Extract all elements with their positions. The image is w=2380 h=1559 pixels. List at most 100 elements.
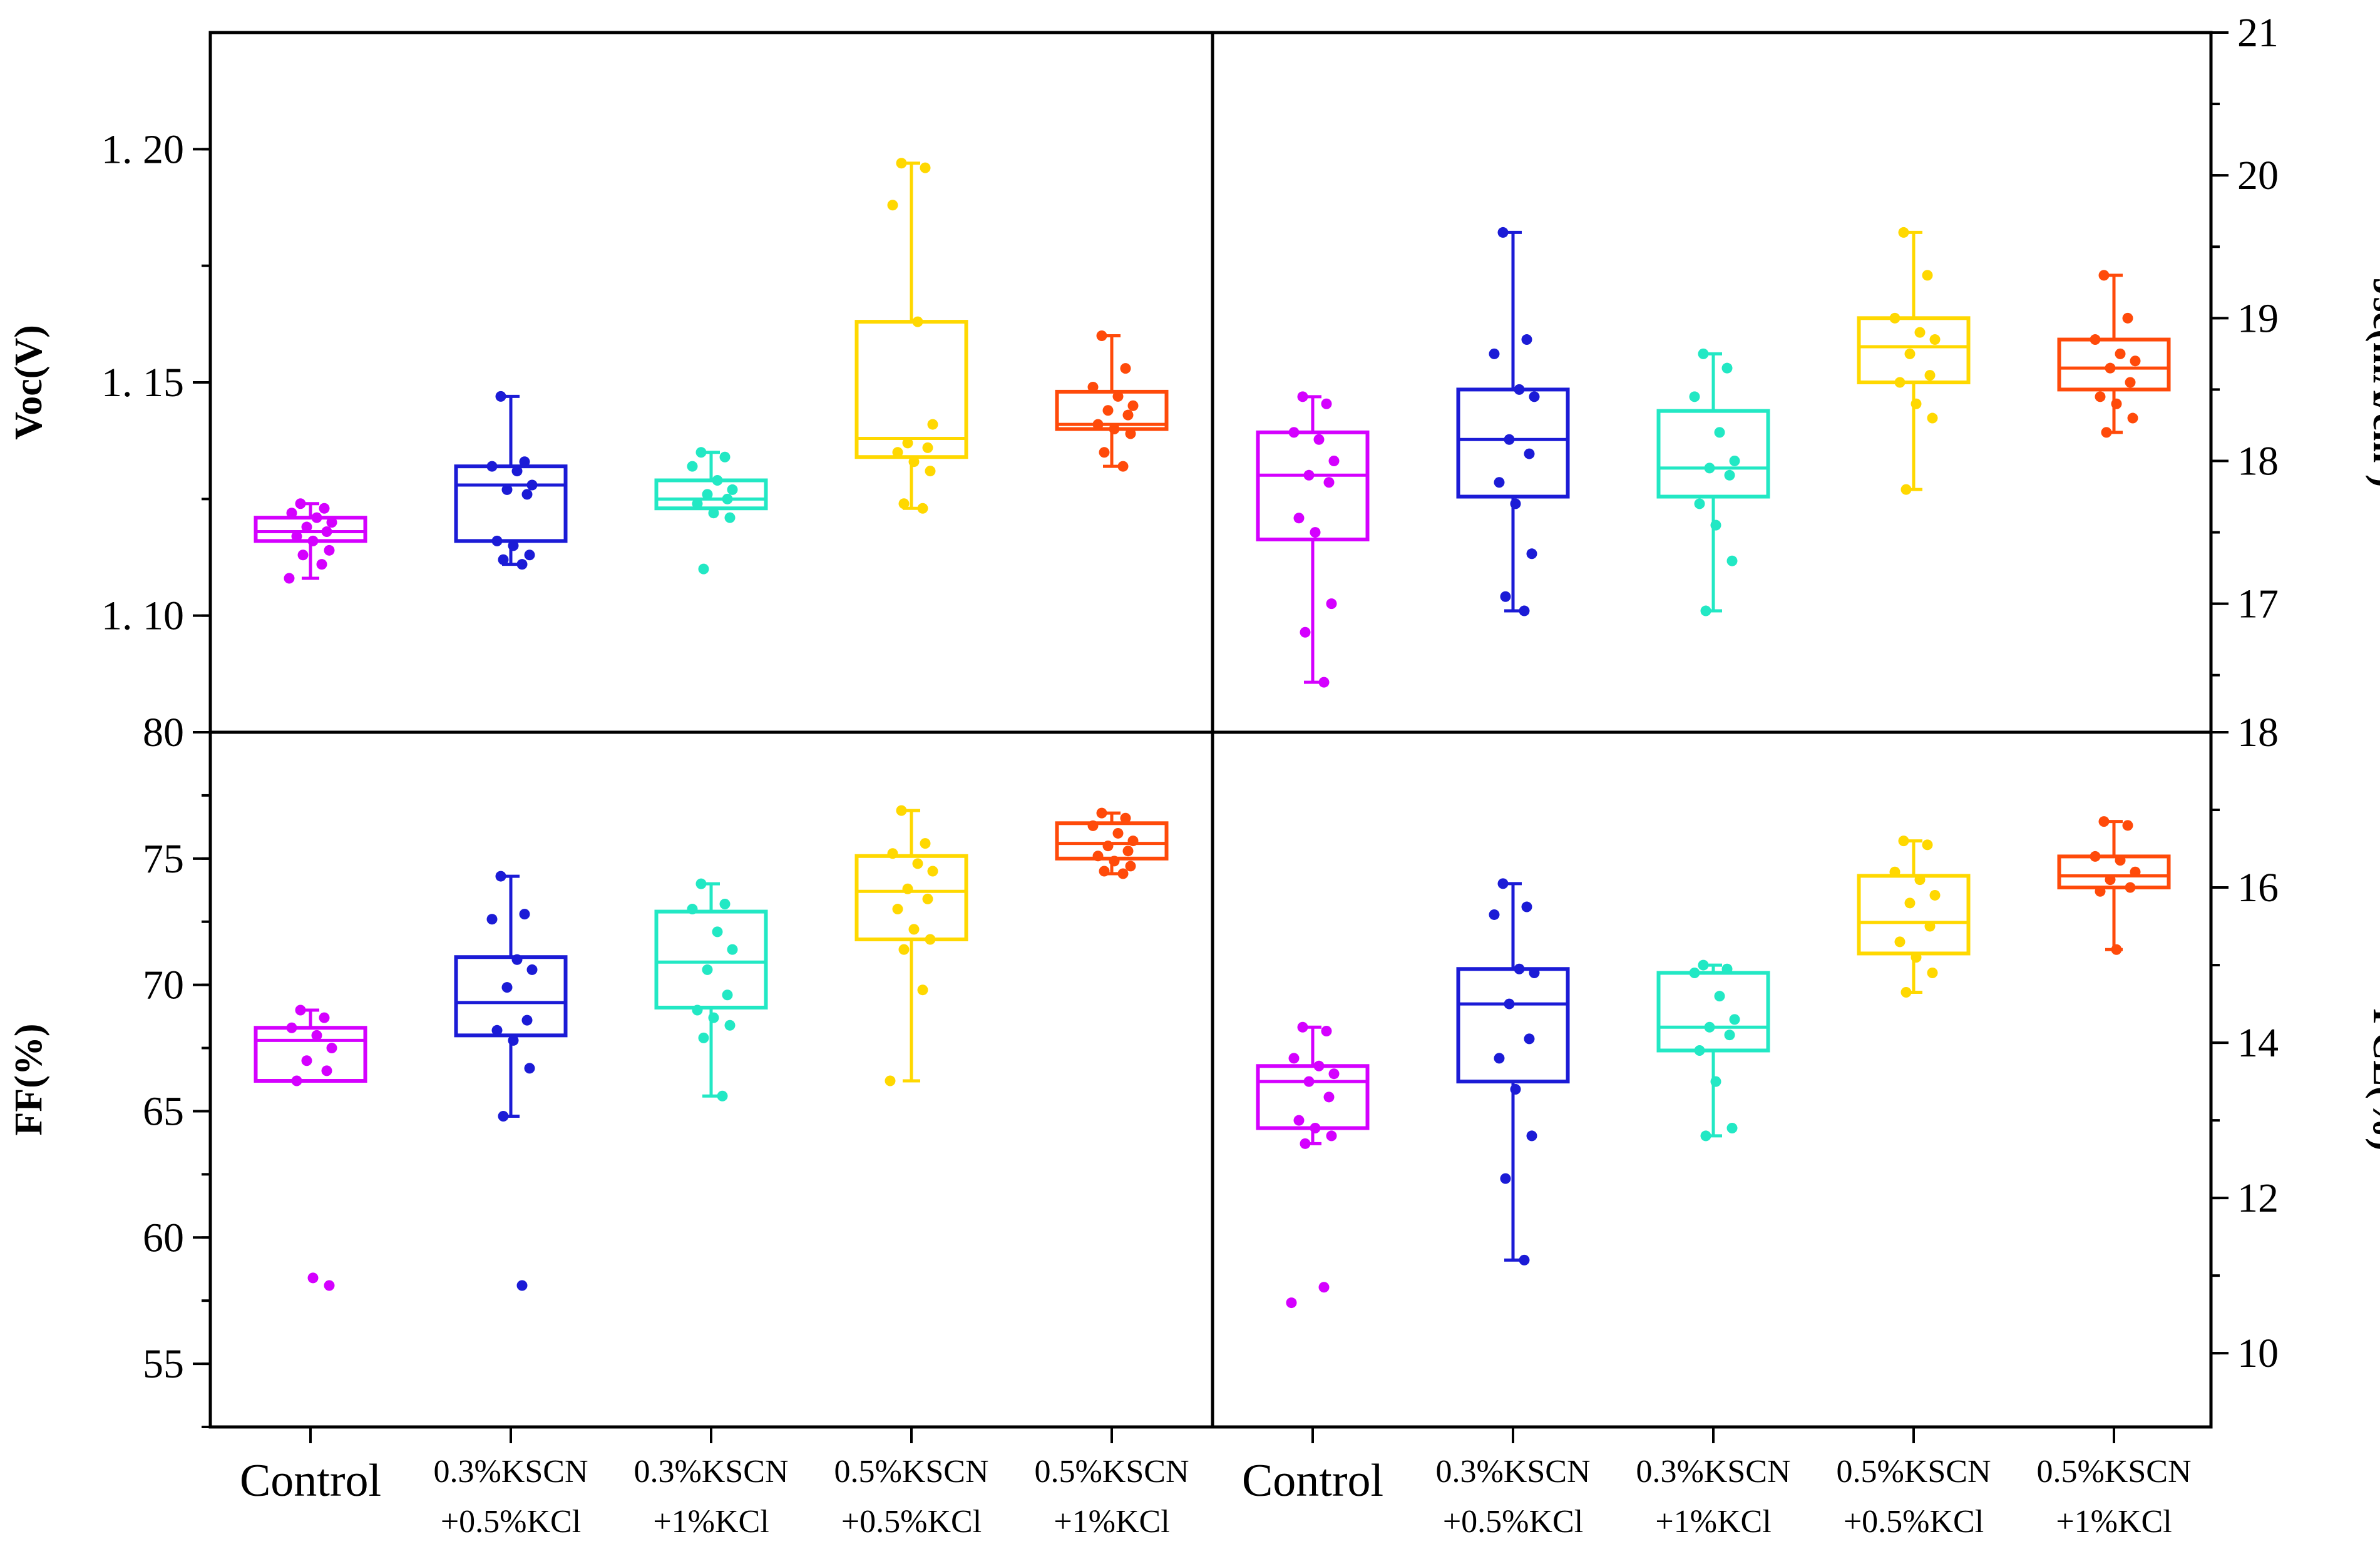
data-point xyxy=(1127,836,1139,847)
data-point xyxy=(727,944,738,955)
data-point xyxy=(1497,878,1509,889)
data-point xyxy=(524,1063,535,1074)
data-point xyxy=(286,508,297,519)
data-point xyxy=(326,517,337,528)
data-point xyxy=(319,1012,330,1023)
data-point xyxy=(491,535,503,546)
data-point xyxy=(1328,455,1340,466)
data-point xyxy=(1729,1014,1740,1025)
data-point xyxy=(695,878,707,889)
data-point xyxy=(1303,469,1315,481)
data-point xyxy=(1293,513,1305,524)
data-point xyxy=(719,898,731,909)
data-point xyxy=(1710,519,1721,531)
data-point xyxy=(291,1075,302,1086)
box-3 xyxy=(854,158,968,514)
data-point xyxy=(311,512,322,523)
data-point xyxy=(1092,419,1104,430)
data-point xyxy=(1924,370,1936,381)
data-point xyxy=(692,1004,703,1016)
data-point xyxy=(917,503,928,514)
data-point xyxy=(2115,855,2126,866)
data-point xyxy=(1700,1130,1711,1142)
x-tick-label-line: +1%KCl xyxy=(1655,1504,1771,1540)
data-point xyxy=(1096,330,1107,341)
x-tick-label-line: +1%KCl xyxy=(1054,1504,1169,1540)
y-tick-label: 21 xyxy=(2237,10,2279,56)
x-tick-label-2: 0.3%KSCN +1%KCl xyxy=(633,1454,788,1540)
data-point xyxy=(1500,591,1511,602)
panel-bottom-right: 10 12 14 16 18 PCE(%) xyxy=(1256,710,2380,1376)
data-point xyxy=(920,838,931,849)
data-point xyxy=(922,442,933,453)
data-point xyxy=(2130,355,2141,367)
data-point xyxy=(687,461,698,472)
data-point xyxy=(284,573,295,584)
data-point xyxy=(892,904,903,915)
data-point xyxy=(508,1035,519,1046)
data-point xyxy=(1293,1115,1305,1126)
data-point xyxy=(2105,362,2116,374)
data-point xyxy=(2122,820,2133,831)
data-point xyxy=(2130,866,2141,877)
data-point xyxy=(908,456,920,468)
data-point xyxy=(1122,409,1134,421)
box-iqr xyxy=(1857,316,1971,385)
data-point xyxy=(898,944,910,955)
y-tick-label: 18 xyxy=(2237,710,2279,755)
data-point xyxy=(1726,1123,1738,1134)
data-point xyxy=(519,456,530,468)
data-point xyxy=(1120,812,1131,824)
box-iqr xyxy=(1656,409,1770,499)
data-point xyxy=(885,1075,896,1086)
data-point xyxy=(1497,227,1509,238)
data-point xyxy=(1099,866,1110,877)
data-point xyxy=(727,484,738,495)
data-point xyxy=(1694,1045,1705,1056)
box-iqr xyxy=(1256,1064,1370,1130)
data-point xyxy=(912,316,923,327)
data-point xyxy=(1700,605,1711,616)
data-point xyxy=(495,871,506,882)
box-2 xyxy=(1656,348,1770,616)
data-point xyxy=(1898,836,1909,847)
data-point xyxy=(1300,626,1311,638)
box-iqr xyxy=(654,909,768,1010)
data-point xyxy=(1726,555,1738,566)
data-point xyxy=(708,1012,719,1023)
data-point xyxy=(321,1065,332,1076)
x-tick-label-line: +0.5%KCl xyxy=(1443,1504,1583,1540)
data-point xyxy=(1489,348,1500,359)
data-point xyxy=(498,1111,509,1122)
data-point xyxy=(902,437,913,449)
data-point xyxy=(896,158,907,169)
data-point xyxy=(1704,1021,1715,1033)
data-point xyxy=(1714,427,1725,438)
data-point xyxy=(1922,270,1933,281)
data-point xyxy=(1704,463,1715,474)
x-tick-label-line: +1%KCl xyxy=(2056,1504,2172,1540)
data-point xyxy=(2122,312,2133,324)
data-point xyxy=(1326,1130,1337,1142)
box-2 xyxy=(654,878,768,1102)
box-iqr xyxy=(454,464,568,543)
data-point xyxy=(2125,882,2136,893)
data-point xyxy=(1521,334,1532,345)
data-point xyxy=(1904,897,1916,909)
data-point xyxy=(1514,963,1525,974)
data-point xyxy=(1689,967,1700,978)
data-point xyxy=(1900,484,1912,495)
data-point xyxy=(1894,377,1906,388)
data-point xyxy=(526,964,538,975)
data-point xyxy=(1529,391,1540,402)
data-point xyxy=(925,466,936,477)
data-point xyxy=(2098,270,2110,281)
data-point xyxy=(1310,1123,1321,1134)
y-tick-label: 14 xyxy=(2237,1020,2279,1066)
panel-bottom-left: 55 60 65 70 75 80 FF(%) xyxy=(8,710,1169,1428)
data-point xyxy=(2115,348,2126,359)
data-point xyxy=(917,984,928,996)
y-tick-label: 1. 20 xyxy=(101,126,184,172)
data-point xyxy=(1729,455,1740,466)
